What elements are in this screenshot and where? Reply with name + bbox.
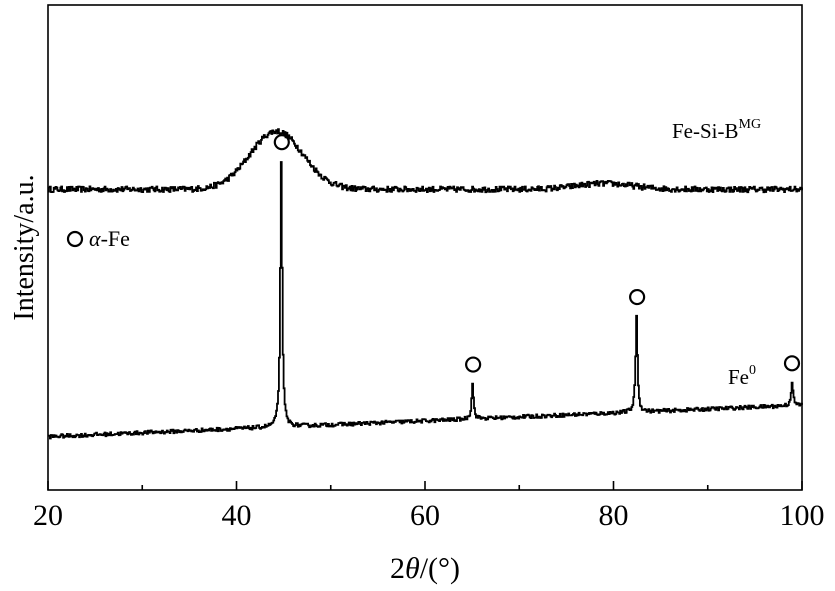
x-axis-label-pre: 2 <box>390 552 405 585</box>
legend-symbol: α <box>89 226 101 251</box>
x-tick-label: 60 <box>410 499 440 532</box>
x-tick-label: 20 <box>33 499 63 532</box>
x-axis-label-italic: θ <box>405 552 420 585</box>
x-axis-label-post: /(°) <box>420 552 460 585</box>
series-labels: Fe-Si-BMG Fe0 <box>672 117 761 389</box>
y-axis-label: Intensity/a.u. <box>9 174 40 320</box>
plot-frame <box>47 4 803 491</box>
x-axis-ticks: 20 40 60 80 100 <box>33 481 825 532</box>
alpha-fe-peak-marker <box>783 355 801 372</box>
series-line-fe-si-b <box>48 128 803 194</box>
legend-text: -Fe <box>101 226 130 251</box>
alpha-fe-peak-marker <box>629 288 646 306</box>
x-tick-label: 40 <box>222 499 252 532</box>
alpha-fe-peak-marker <box>273 134 290 151</box>
legend-circle-marker <box>66 230 84 248</box>
series-label: Fe-Si-BMG <box>672 117 761 143</box>
legend-label: α-Fe <box>89 226 130 251</box>
legend: α-Fe <box>66 226 130 251</box>
plot-area <box>48 128 803 440</box>
x-axis-label: 2θ/(°) <box>390 552 460 585</box>
x-tick-label: 80 <box>599 499 629 532</box>
series-label: Fe0 <box>728 363 756 389</box>
alpha-fe-peak-marker <box>465 356 482 373</box>
peak-markers <box>273 134 801 373</box>
x-tick-label: 100 <box>780 499 825 532</box>
series-line-fe <box>48 161 803 440</box>
